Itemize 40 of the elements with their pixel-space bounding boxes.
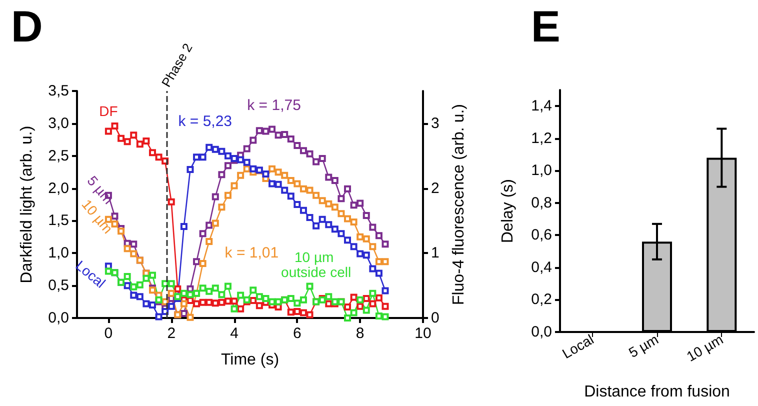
y2-tick-label: 2 <box>431 180 440 197</box>
chart-title: E <box>531 2 560 52</box>
x-tick-label: 5 µm <box>626 331 661 361</box>
x-tick-label: 2 <box>167 325 176 342</box>
y-tick-label: 2,0 <box>48 180 69 197</box>
x-axis-title: Time (s) <box>220 352 280 368</box>
x-tick-label: 6 <box>293 325 302 342</box>
y-tick-label: 0,0 <box>531 324 552 340</box>
y-tick-label: 3,0 <box>48 114 69 132</box>
annotation: k = 5,23 <box>178 112 232 130</box>
y-tick-label: 2,5 <box>48 147 69 164</box>
y-tick-label: 0,5 <box>48 277 69 294</box>
y-tick-label: 1,5 <box>48 212 69 230</box>
y2-tick-label: 0 <box>431 310 440 326</box>
y2-tick-label: 1 <box>431 244 440 262</box>
x-tick-label: 4 <box>230 325 238 342</box>
y-tick-label: 1,0 <box>531 162 552 180</box>
y-tick-label: 0,0 <box>48 310 69 326</box>
x-tick-label: 0 <box>104 325 113 342</box>
y2-axis-title: Fluo-4 fluorescence (arb. u.) <box>450 104 468 305</box>
y-tick-label: 1,2 <box>531 130 552 147</box>
y-tick-label: 0,6 <box>531 226 552 244</box>
y-tick-label: 1,4 <box>531 98 552 115</box>
series-label: DF <box>99 103 118 120</box>
x-tick-label: 8 <box>356 325 364 342</box>
y-tick-label: 3,5 <box>48 82 69 100</box>
x-tick-label: 10 <box>414 325 432 342</box>
series-label: 10 µm outside cell <box>281 248 352 280</box>
annotation: k = 1,75 <box>247 96 301 114</box>
y-axis-title: Darkfield light (arb. u.) <box>18 126 36 284</box>
y2-tick-label: 3 <box>431 114 440 132</box>
y-tick-label: 1,0 <box>48 244 69 262</box>
y-tick-label: 0,8 <box>531 194 552 212</box>
annotation: k = 1,01 <box>224 244 279 262</box>
y-tick-label: 0,2 <box>531 291 552 308</box>
x-tick-label: 10 µm <box>684 331 726 365</box>
y-axis-title: Delay (s) <box>500 178 516 244</box>
chart-title: D <box>11 2 43 52</box>
x-axis-title: Distance from fusion <box>584 384 730 400</box>
y-tick-label: 0,4 <box>531 258 552 276</box>
